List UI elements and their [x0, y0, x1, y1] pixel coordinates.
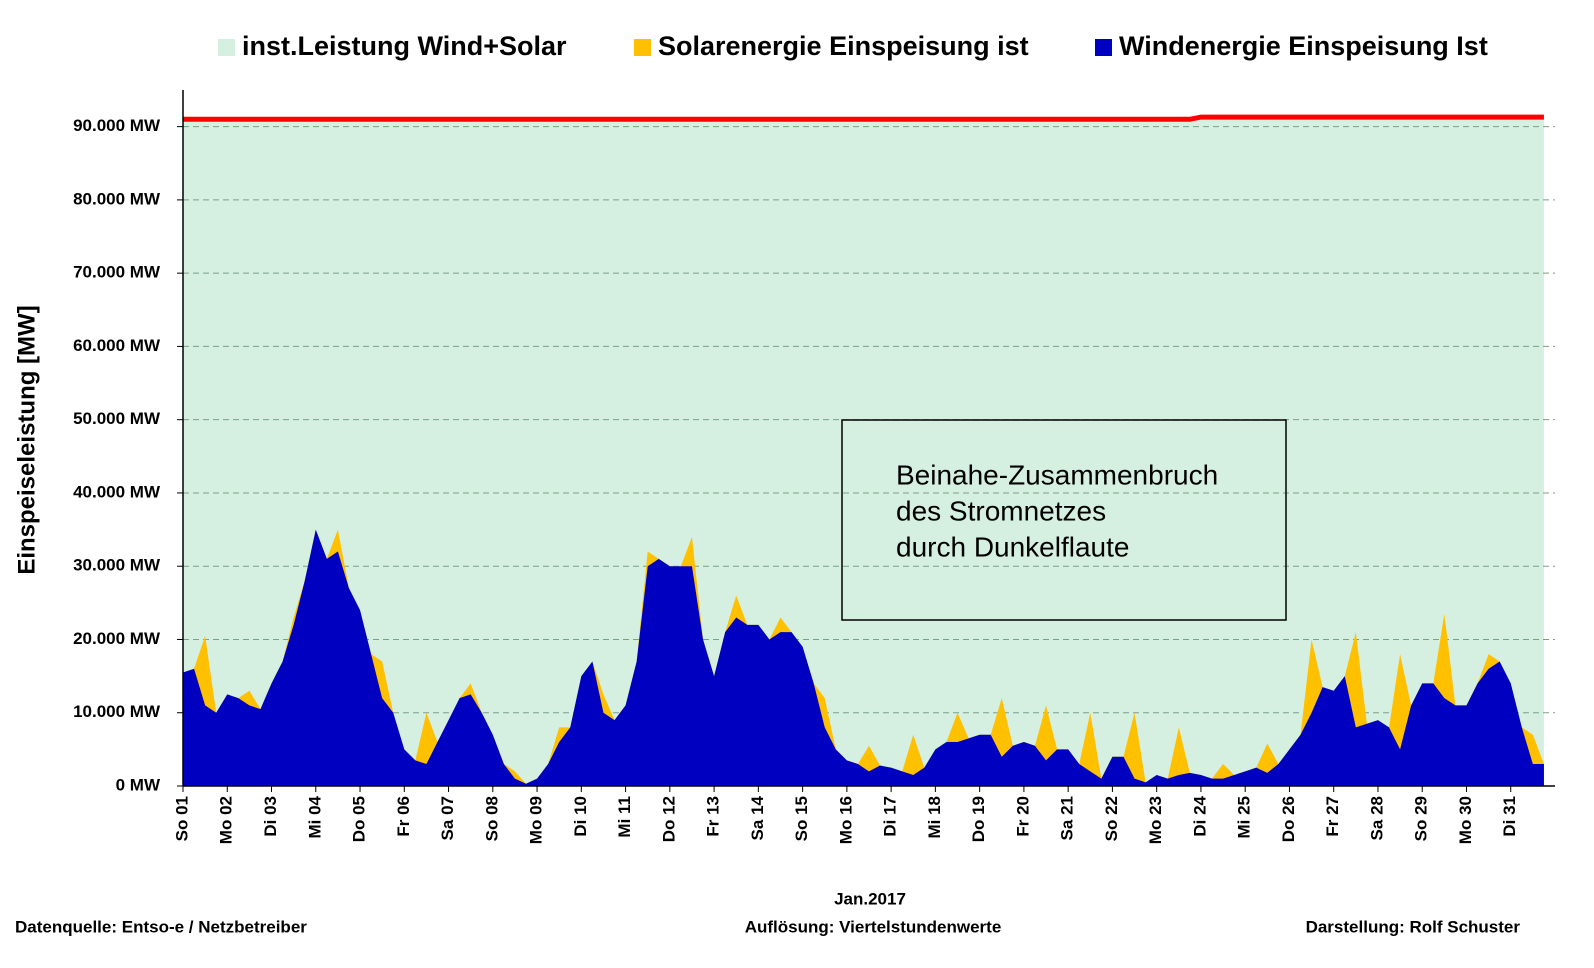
x-tick-label: Mo 02 — [217, 796, 236, 844]
x-tick-label: Fr 27 — [1323, 796, 1342, 837]
x-tick-label: Mi 18 — [925, 796, 944, 839]
y-tick-label: 60.000 MW — [73, 336, 161, 355]
legend-label: Solarenergie Einspeisung ist — [658, 31, 1029, 61]
x-tick-label: So 22 — [1102, 796, 1121, 841]
x-tick-label: Di 10 — [571, 796, 590, 837]
x-tick-label: Mo 30 — [1456, 796, 1475, 844]
legend-swatch — [218, 39, 235, 56]
y-tick-label: 70.000 MW — [73, 263, 161, 282]
x-tick-label: Sa 07 — [438, 796, 457, 840]
x-tick-label: Sa 14 — [748, 795, 767, 840]
x-tick-label: Di 17 — [881, 796, 900, 837]
x-axis-label: Jan.2017 — [834, 889, 906, 908]
x-tick-label: Di 03 — [261, 796, 280, 837]
x-tick-label: Mo 09 — [527, 796, 546, 844]
x-tick-label: So 08 — [482, 796, 501, 841]
y-tick-label: 50.000 MW — [73, 409, 161, 428]
x-tick-label: So 29 — [1412, 796, 1431, 841]
legend-swatch — [1095, 39, 1112, 56]
annotation-text: des Stromnetzes — [896, 495, 1106, 526]
x-tick-label: Do 19 — [969, 796, 988, 842]
y-tick-label: 30.000 MW — [73, 556, 161, 575]
x-tick-label: Mo 23 — [1146, 796, 1165, 844]
x-tick-label: Mi 04 — [305, 795, 324, 838]
annotation-text: durch Dunkelflaute — [896, 531, 1129, 562]
area — [183, 529, 1544, 786]
capacity-area — [183, 117, 1544, 787]
annotation-text: Beinahe-Zusammenbruch — [896, 459, 1218, 490]
y-axis-label: Einspeiseleistung [MW] — [13, 305, 40, 574]
footer-author: Darstellung: Rolf Schuster — [1306, 917, 1521, 936]
y-tick-label: 0 MW — [116, 775, 161, 794]
x-tick-label: Di 31 — [1500, 796, 1519, 837]
y-tick-label: 90.000 MW — [73, 116, 161, 135]
x-tick-label: So 01 — [172, 796, 191, 841]
footer-resolution: Auflösung: Viertelstundenwerte — [745, 917, 1002, 936]
x-tick-label: Do 05 — [350, 796, 369, 842]
annotation-box — [841, 419, 1287, 621]
capacity-line — [183, 114, 1544, 122]
x-tick-label: So 15 — [792, 796, 811, 841]
legend-label: inst.Leistung Wind+Solar — [242, 31, 567, 61]
x-tick-label: Mi 25 — [1235, 796, 1254, 839]
x-tick-label: Fr 13 — [704, 796, 723, 837]
y-tick-label: 20.000 MW — [73, 629, 161, 648]
x-tick-label: Do 12 — [659, 796, 678, 842]
x-tick-label: Mo 16 — [836, 796, 855, 844]
x-tick-label: Fr 06 — [394, 796, 413, 837]
x-tick-label: Fr 20 — [1013, 796, 1032, 837]
x-tick-label: Sa 21 — [1058, 796, 1077, 840]
y-tick-label: 10.000 MW — [73, 702, 161, 721]
legend-swatch — [634, 39, 651, 56]
x-tick-label: Do 26 — [1279, 796, 1298, 842]
legend-label: Windenergie Einspeisung Ist — [1119, 31, 1488, 61]
x-tick-label: Di 24 — [1190, 795, 1209, 836]
footer-source: Datenquelle: Entso-e / Netzbetreiber — [15, 917, 307, 936]
x-tick-label: Mi 11 — [615, 796, 634, 838]
x-tick-label: Sa 28 — [1367, 796, 1386, 840]
y-tick-label: 40.000 MW — [73, 482, 161, 501]
y-tick-label: 80.000 MW — [73, 189, 161, 208]
